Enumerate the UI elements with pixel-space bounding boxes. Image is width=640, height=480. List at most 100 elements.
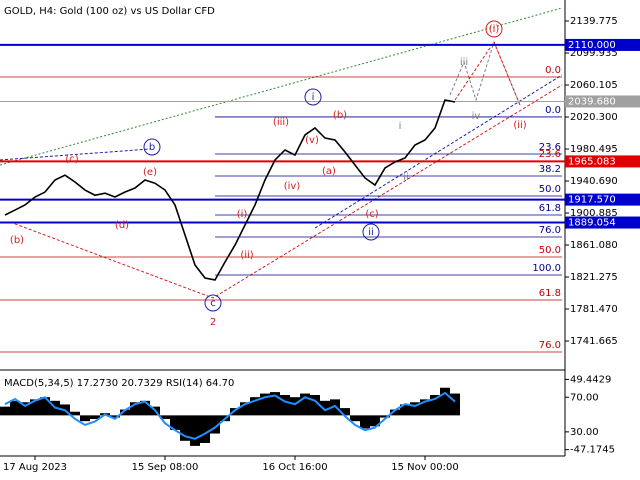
wave-circle [143,138,161,156]
wave-label: b [149,142,155,153]
wave-label: iv [472,111,481,122]
macd-bar [190,415,200,446]
projection [449,40,521,106]
macd-bar [350,415,360,422]
wave-path [9,84,563,299]
wave-label: (i) [237,209,248,220]
y-tick-label: 2139.775 [570,16,618,27]
x-tick-label: 15 Nov 00:00 [391,462,458,473]
wave-circle [485,20,503,38]
macd-bar [290,397,300,416]
x-tick-label: 15 Sep 08:00 [132,462,199,473]
price-tag [565,155,640,168]
macd-bar [0,406,10,416]
wave-circle [304,88,322,106]
fib-label: 61.8 [539,288,561,299]
y-tick-label: 1781.470 [570,304,618,315]
projection [454,40,521,106]
fib-label: 76.0 [539,225,561,236]
price-tag-label: 2039.680 [568,96,616,107]
y-tick-label: 49.4429 [570,374,611,385]
macd-bar [240,402,250,416]
macd-bar [430,395,440,416]
macd-bar [320,400,330,416]
price-line-series [4,99,456,281]
fib-label: 0.0 [545,65,561,76]
price-tag-label: 2110.000 [568,40,616,51]
y-tick-label: -47.1745 [570,445,615,456]
macd-bar [400,404,410,416]
macd-bar [180,415,190,441]
y-tick-label: 1741.665 [570,336,618,347]
price-tag [565,216,640,229]
macd-bar [360,415,370,429]
wave-label: (e) [143,167,157,178]
macd-bar [370,415,380,427]
macd-bar [440,387,450,416]
fib-label: 61.8 [539,203,561,214]
macd-bar [170,415,180,430]
fib-label: 23.6 [539,142,561,153]
macd-bar [80,415,90,422]
fib-label: 100.0 [532,263,561,274]
y-tick-label: 1980.495 [570,144,618,155]
fib-label: 50.0 [539,184,561,195]
y-tick-label: 70.00 [570,392,599,403]
y-tick-label: 1821.275 [570,272,618,283]
wave-label: (iii) [273,117,289,128]
macd-bar [330,399,340,416]
macd-bar [380,415,390,418]
macd-bar [450,393,460,416]
macd-bar [200,415,210,443]
wave-label: i [312,92,315,103]
macd-bar [260,393,270,416]
macd-bar [10,400,20,416]
price-tag-label: 1965.083 [568,156,616,167]
macd-bar [230,408,240,416]
price-tag [565,95,640,108]
fib-label: 38.2 [539,164,561,175]
macd-bar [250,397,260,416]
wave-circle [362,223,380,241]
wave-label: (c) [365,209,378,220]
macd-bar [340,408,350,416]
wave-label: (ii) [240,250,253,261]
macd-bar [160,415,170,419]
trend-line [0,7,563,166]
price-tag-label: 1889.054 [568,218,616,229]
macd-bar [300,393,310,416]
channel-line [314,74,563,229]
macd-bar [20,402,30,416]
macd-bar [310,395,320,416]
wave-label: (i) [489,24,500,35]
y-tick-label: 2060.105 [570,80,618,91]
macd-bar [70,411,80,416]
macd-bar [390,409,400,416]
fib-label: 0.0 [545,105,561,116]
macd-bar [30,399,40,416]
chart-title: GOLD, H4: Gold (100 oz) vs US Dollar CFD [4,6,215,17]
y-tick-label: 2020.300 [570,112,618,123]
price-tag [565,38,640,51]
wave-label: ii [368,227,374,238]
wave-label: iii [460,57,468,68]
wave-label: (iv) [284,181,301,192]
channel-line [0,148,151,161]
wave-label: i [399,121,402,132]
y-tick-label: 1861.080 [570,240,618,251]
macd-bar [130,402,140,416]
macd-bar [140,400,150,416]
wave-label: (d) [115,220,129,231]
macd-bar [120,409,130,416]
indicator-title: MACD(5,34,5) 17.2730 20.7329 RSI(14) 64.… [4,378,234,389]
y-tick-label: 30.00 [570,427,599,438]
macd-bar [90,415,100,419]
wave-label: (v) [305,135,319,146]
wave-label: (a) [322,166,336,177]
macd-bar [270,392,280,416]
wave-label: c [210,298,216,309]
fib-label: 50.0 [539,245,561,256]
wave-label: (b) [333,110,347,121]
wave-label: ii [403,172,409,183]
